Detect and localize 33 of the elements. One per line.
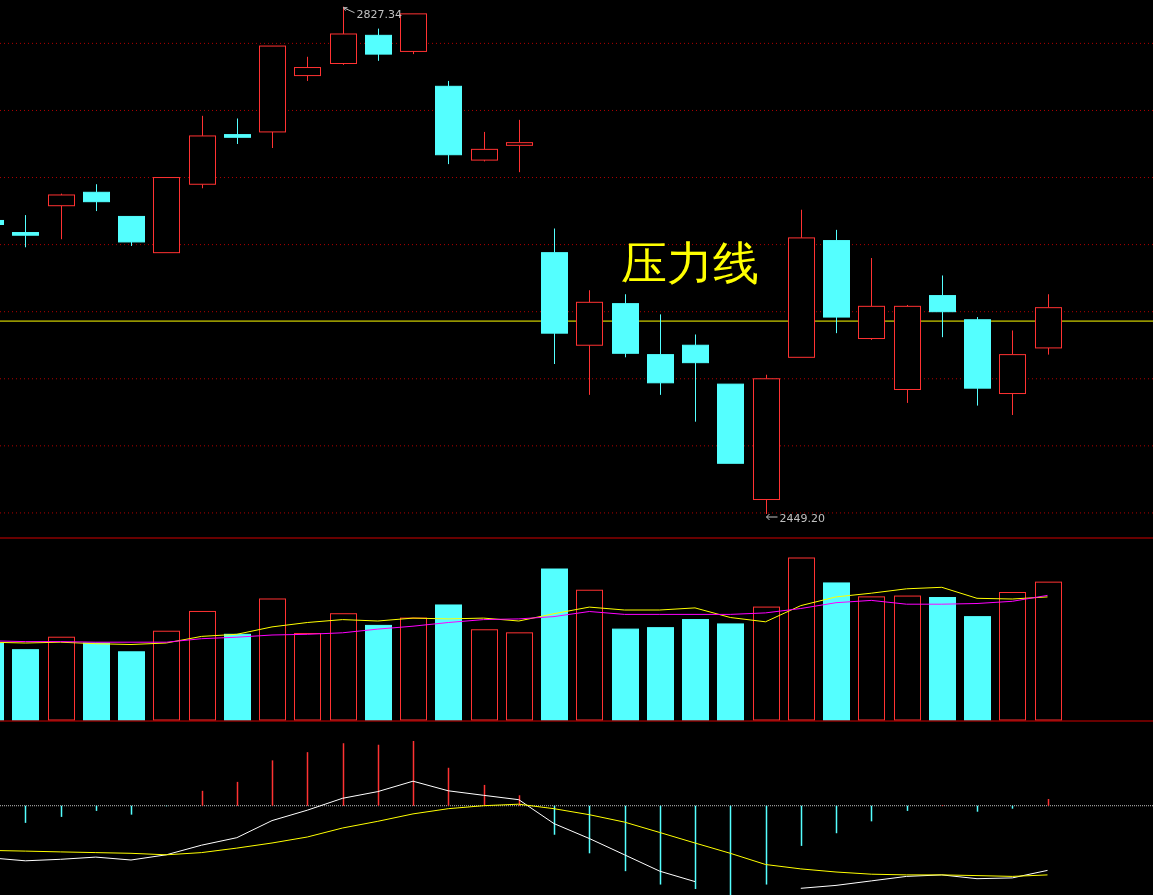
bar	[647, 627, 674, 721]
bar	[894, 595, 921, 721]
bar	[435, 604, 462, 721]
bar	[999, 592, 1026, 721]
annotation: 2827.34	[356, 7, 402, 21]
bar	[12, 649, 39, 721]
bar	[400, 617, 427, 721]
bar	[1035, 581, 1062, 721]
ref-line-label: 压力线	[621, 236, 759, 291]
bar	[753, 606, 780, 721]
annotation: 2449.20	[779, 512, 825, 525]
bar	[118, 651, 145, 721]
bar	[365, 624, 392, 721]
bar	[858, 596, 885, 721]
bar	[929, 597, 956, 721]
bar	[294, 632, 321, 721]
bar	[823, 582, 850, 721]
bar	[541, 568, 568, 721]
bar	[330, 613, 357, 721]
bar	[48, 636, 75, 721]
bar	[471, 629, 498, 721]
bar	[83, 642, 110, 721]
bar	[682, 619, 709, 721]
bar	[506, 632, 533, 721]
bar	[717, 623, 744, 721]
bar	[153, 630, 180, 721]
bar	[259, 598, 286, 721]
bar	[189, 610, 216, 721]
bar	[612, 628, 639, 721]
bar	[788, 557, 815, 721]
bar	[224, 633, 251, 721]
bar	[964, 616, 991, 721]
bar	[576, 589, 603, 721]
